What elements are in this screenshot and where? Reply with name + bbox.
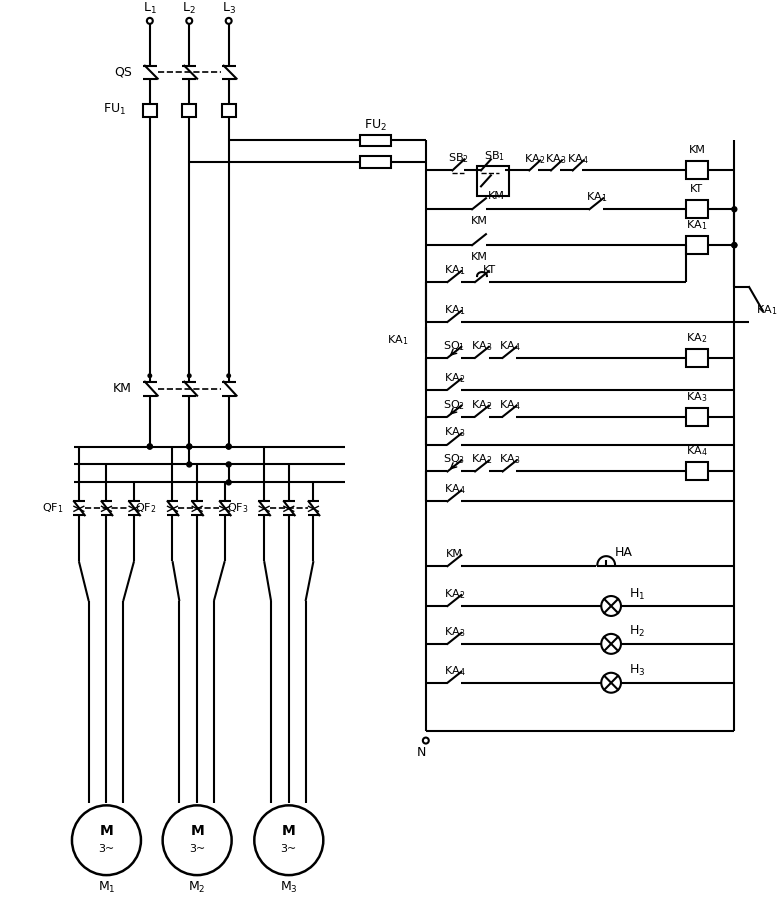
Text: KA$_2$: KA$_2$ [444,371,465,385]
Text: M: M [282,824,296,838]
Circle shape [186,444,192,449]
Text: N: N [417,746,427,759]
Text: 3~: 3~ [281,845,297,855]
Bar [686,200,707,218]
Circle shape [225,18,232,24]
Text: H$_3$: H$_3$ [629,664,645,678]
Text: HA: HA [615,546,633,558]
Text: QF$_1$: QF$_1$ [41,502,63,515]
Bar [477,166,509,197]
Circle shape [226,444,231,449]
Circle shape [147,373,152,378]
Text: KM: KM [446,549,463,559]
Bar [686,408,707,426]
Text: KA$_3$: KA$_3$ [471,339,493,353]
Text: M$_1$: M$_1$ [98,879,115,895]
Text: L$_3$: L$_3$ [222,1,236,16]
Text: KA$_1$: KA$_1$ [387,333,408,346]
Text: KA$_1$: KA$_1$ [586,190,607,204]
Circle shape [226,480,231,485]
Text: KM: KM [488,191,505,201]
Circle shape [226,462,231,467]
Text: QF$_3$: QF$_3$ [227,502,248,515]
Circle shape [186,462,192,467]
Text: KA$_1$: KA$_1$ [686,218,707,232]
Text: SB$_2$: SB$_2$ [448,152,469,165]
Text: M$_2$: M$_2$ [189,879,206,895]
Text: H$_2$: H$_2$ [629,624,645,640]
Text: L$_1$: L$_1$ [143,1,157,16]
Text: M$_3$: M$_3$ [280,879,298,895]
Text: H$_1$: H$_1$ [629,587,645,601]
Text: QS: QS [114,65,132,79]
Bar [360,156,392,168]
Circle shape [732,207,737,212]
Text: KT: KT [484,265,496,275]
Text: KA$_2$: KA$_2$ [686,331,707,345]
Text: M: M [100,824,113,838]
Text: KA$_1$: KA$_1$ [444,303,465,317]
Text: KA$_3$: KA$_3$ [444,426,465,440]
Circle shape [186,444,192,449]
Text: L$_2$: L$_2$ [183,1,196,16]
Text: FU$_1$: FU$_1$ [103,102,126,117]
Circle shape [732,242,737,248]
Text: KA$_3$: KA$_3$ [444,625,465,639]
Text: KA$_2$: KA$_2$ [523,153,544,166]
Circle shape [423,738,429,744]
Circle shape [186,373,192,378]
Text: SQ$_2$: SQ$_2$ [443,398,466,411]
Text: KM: KM [689,145,705,155]
Text: KA$_3$: KA$_3$ [686,389,707,404]
Text: KA$_4$: KA$_4$ [686,444,707,459]
Circle shape [147,444,152,449]
Text: KA$_3$: KA$_3$ [499,452,520,466]
Text: KM: KM [113,382,132,395]
Circle shape [226,444,231,449]
Text: KA$_3$: KA$_3$ [545,153,566,166]
Bar [686,462,707,481]
Text: SQ$_1$: SQ$_1$ [443,339,466,353]
Text: KA$_2$: KA$_2$ [471,398,493,411]
Text: KA$_4$: KA$_4$ [444,664,465,677]
Text: KA$_2$: KA$_2$ [444,587,465,600]
Bar [686,349,707,367]
Bar [222,103,236,117]
Bar [686,236,707,254]
Circle shape [226,373,231,378]
Bar [143,103,157,117]
Circle shape [147,444,152,449]
Bar [360,134,392,146]
Text: KA$_1$: KA$_1$ [756,303,777,317]
Text: KM: KM [470,252,488,262]
Text: 3~: 3~ [98,845,115,855]
Text: SQ$_3$: SQ$_3$ [443,452,466,466]
Text: FU$_2$: FU$_2$ [364,118,387,133]
Text: KT: KT [690,185,704,195]
Text: 3~: 3~ [189,845,205,855]
Text: KA$_1$: KA$_1$ [444,263,465,277]
Bar [183,103,196,117]
Circle shape [186,18,192,24]
Bar [686,162,707,179]
Text: KA$_4$: KA$_4$ [444,483,465,496]
Text: KA$_4$: KA$_4$ [499,339,520,353]
Text: M: M [190,824,204,838]
Circle shape [732,242,737,248]
Text: SB$_1$: SB$_1$ [484,150,505,164]
Circle shape [147,18,153,24]
Text: KA$_4$: KA$_4$ [567,153,588,166]
Text: KA$_4$: KA$_4$ [499,398,520,411]
Text: QF$_2$: QF$_2$ [135,502,157,515]
Text: KM: KM [470,217,488,227]
Text: KA$_2$: KA$_2$ [471,452,493,466]
